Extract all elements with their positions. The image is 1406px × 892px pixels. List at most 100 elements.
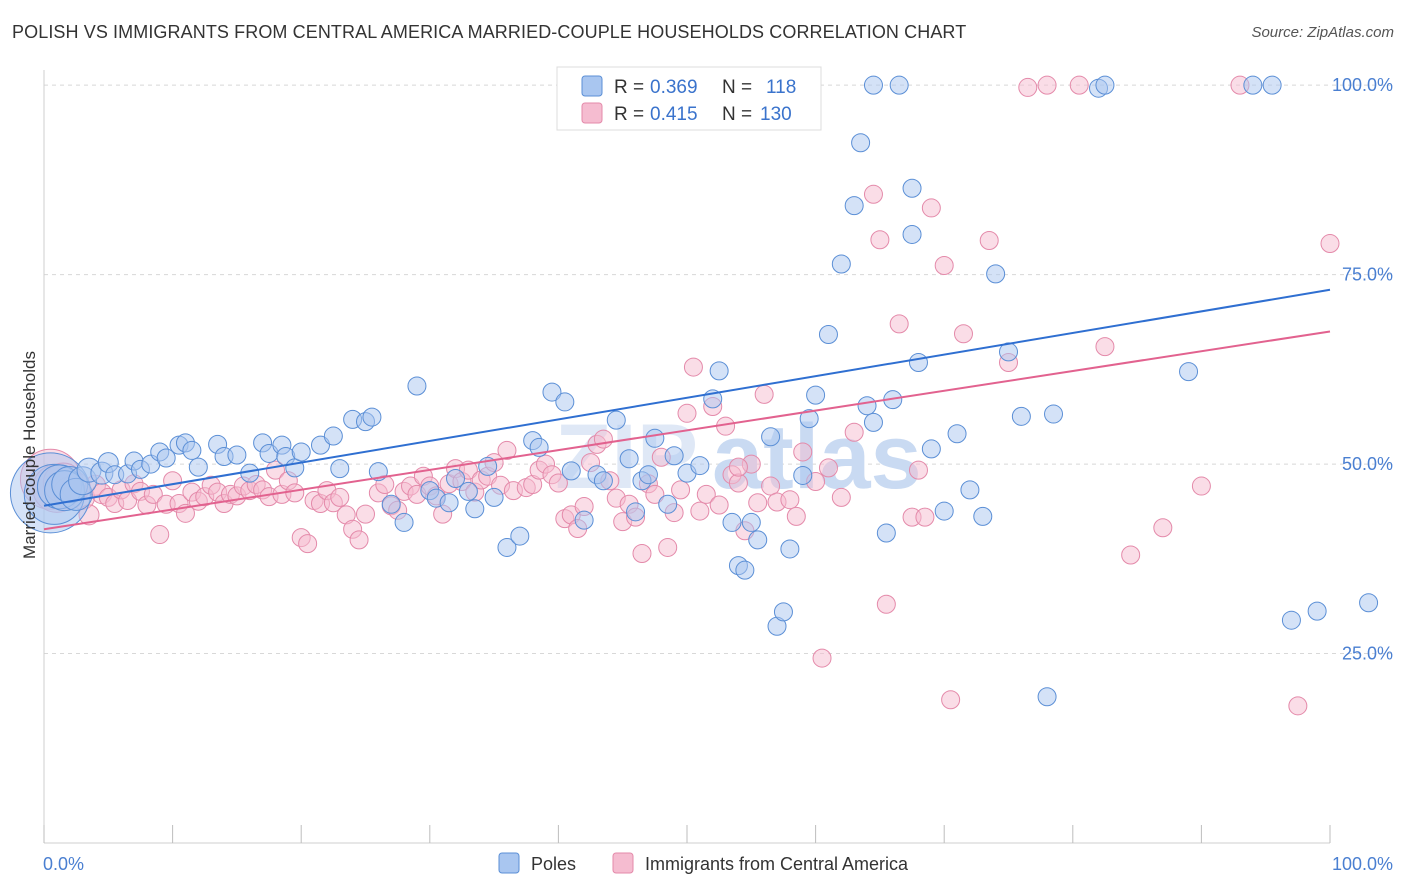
poles-point <box>291 442 311 462</box>
poles-point <box>1359 593 1379 613</box>
x-tick-max: 100.0% <box>1332 854 1393 874</box>
poles-point <box>227 445 247 465</box>
poles-point <box>902 224 922 244</box>
poles-point <box>1179 362 1199 382</box>
central-america-point <box>1288 696 1308 716</box>
central-america-point <box>786 506 806 526</box>
bottom-legend: Poles Immigrants from Central America <box>498 852 909 874</box>
series-poles-points <box>9 75 1379 707</box>
central-america-point <box>979 231 999 251</box>
poles-point <box>773 602 793 622</box>
chart-title: POLISH VS IMMIGRANTS FROM CENTRAL AMERIC… <box>12 22 967 42</box>
poles-point <box>606 410 626 430</box>
poles-point <box>542 382 562 402</box>
central-america-point <box>780 490 800 510</box>
central-america-point <box>632 544 652 564</box>
y-tick-labels: 25.0% 50.0% 75.0% 100.0% <box>1332 75 1393 663</box>
central-america-point <box>1095 337 1115 357</box>
central-america-point <box>690 501 710 521</box>
central-america-point <box>683 357 703 377</box>
poles-point <box>484 487 504 507</box>
poles-point <box>1011 406 1031 426</box>
poles-point <box>921 439 941 459</box>
poles-point <box>310 435 330 455</box>
poles-point <box>960 480 980 500</box>
legend-n-label-central-america: N = <box>722 104 752 125</box>
central-america-point <box>298 534 318 554</box>
legend-n-value-poles: 118 <box>766 77 796 98</box>
central-america-point <box>921 198 941 218</box>
bottom-legend-label-poles[interactable]: Poles <box>531 854 576 874</box>
poles-point <box>741 512 761 532</box>
central-america-point <box>285 483 305 503</box>
poles-point <box>1243 75 1263 95</box>
poles-point <box>806 385 826 405</box>
central-america-point <box>818 458 838 478</box>
source-credit[interactable]: Source: ZipAtlas.com <box>1251 24 1394 41</box>
central-america-point <box>934 256 954 276</box>
central-america-point <box>844 422 864 442</box>
poles-point <box>446 468 466 488</box>
poles-point <box>831 254 851 274</box>
central-america-point <box>761 476 781 496</box>
poles-point <box>735 560 755 580</box>
central-america-point <box>677 403 697 423</box>
poles-point <box>799 409 819 429</box>
poles-point <box>330 459 350 479</box>
central-america-point <box>863 184 883 204</box>
poles-point <box>863 75 883 95</box>
poles-point <box>394 512 414 532</box>
central-america-point <box>645 484 665 504</box>
poles-point <box>748 530 768 550</box>
central-america-point <box>915 507 935 527</box>
poles-point <box>1037 687 1057 707</box>
poles-point <box>458 481 478 501</box>
poles-point <box>709 361 729 381</box>
central-america-point <box>1153 518 1173 538</box>
central-america-point <box>812 648 832 668</box>
poles-point <box>439 493 459 513</box>
central-america-point <box>709 495 729 515</box>
bottom-legend-label-central-america[interactable]: Immigrants from Central America <box>645 854 909 874</box>
trend-line-poles <box>43 288 1331 507</box>
poles-point <box>986 264 1006 284</box>
poles-point <box>1044 404 1064 424</box>
central-america-point <box>497 440 517 460</box>
central-america-point <box>150 525 170 545</box>
poles-point <box>973 506 993 526</box>
poles-point <box>285 458 305 478</box>
poles-point <box>555 392 575 412</box>
poles-point <box>156 448 176 468</box>
poles-point <box>857 396 877 416</box>
poles-point <box>1307 601 1327 621</box>
poles-point <box>876 523 896 543</box>
poles-point <box>818 324 838 344</box>
central-america-point <box>356 504 375 524</box>
poles-point <box>793 465 813 485</box>
poles-point <box>574 510 594 530</box>
poles-point <box>561 461 581 481</box>
legend-r-value-poles: 0.369 <box>650 77 698 98</box>
legend-box: R = 0.369 N = 118 R = 0.415 N = 130 <box>556 66 822 131</box>
poles-point <box>1262 75 1282 95</box>
central-america-point <box>330 487 350 507</box>
legend-swatch-poles <box>581 75 603 97</box>
poles-point <box>497 537 517 557</box>
bottom-legend-swatch-poles <box>498 852 520 874</box>
poles-point <box>626 502 646 522</box>
central-america-point <box>941 690 961 710</box>
central-america-point <box>1037 75 1057 95</box>
central-america-point <box>548 473 568 493</box>
y-tick-label: 25.0% <box>1342 644 1393 664</box>
bottom-legend-swatch-central-america <box>612 852 634 874</box>
poles-point <box>690 456 710 476</box>
poles-point <box>947 424 967 444</box>
poles-point <box>863 412 883 432</box>
poles-point <box>645 428 665 448</box>
trend-lines <box>43 288 1331 531</box>
central-america-point <box>658 537 678 557</box>
poles-point <box>844 196 864 216</box>
poles-point <box>934 501 954 521</box>
central-america-point <box>728 473 748 493</box>
